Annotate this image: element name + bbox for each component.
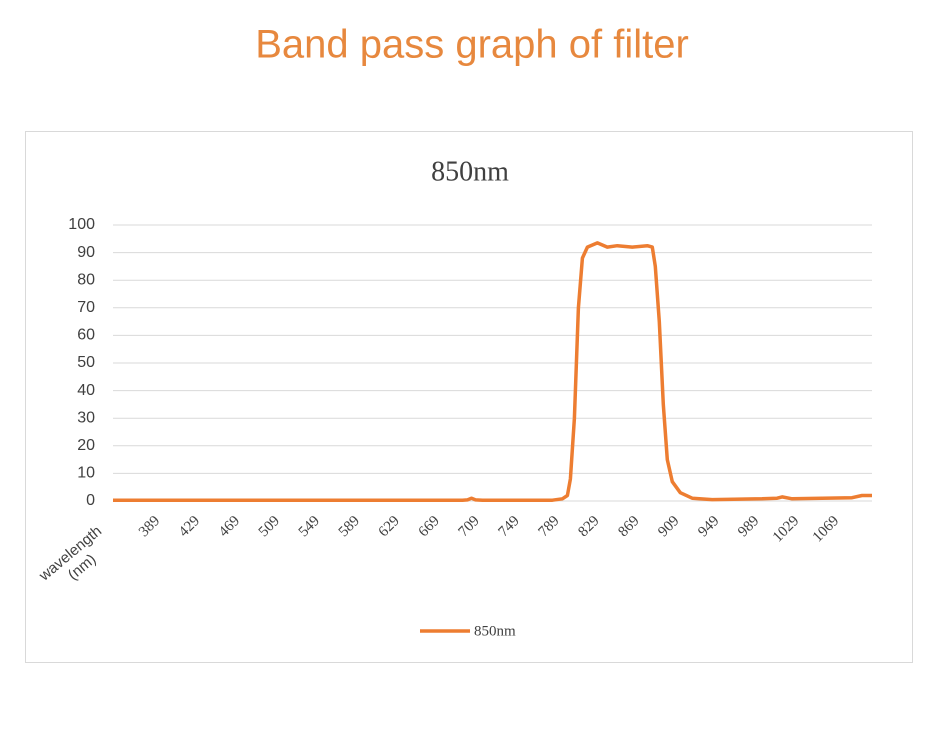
y-tick-label: 50 (77, 354, 95, 371)
y-tick-label: 0 (86, 492, 95, 509)
y-tick-label: 30 (77, 409, 95, 426)
legend-label: 850nm (474, 623, 516, 639)
line-series (113, 241, 872, 502)
page-title: Band pass graph of filter (255, 23, 689, 67)
y-tick-label: 90 (77, 244, 95, 261)
chart-frame (25, 131, 913, 663)
y-tick-label: 10 (77, 465, 95, 482)
y-tick-label: 70 (77, 299, 95, 316)
y-tick-label: 40 (77, 382, 95, 399)
y-tick-label: 100 (68, 216, 95, 233)
chart-title: 850nm (431, 156, 509, 187)
y-tick-label: 20 (77, 437, 95, 454)
y-tick-label: 80 (77, 271, 95, 288)
y-tick-label: 60 (77, 327, 95, 344)
